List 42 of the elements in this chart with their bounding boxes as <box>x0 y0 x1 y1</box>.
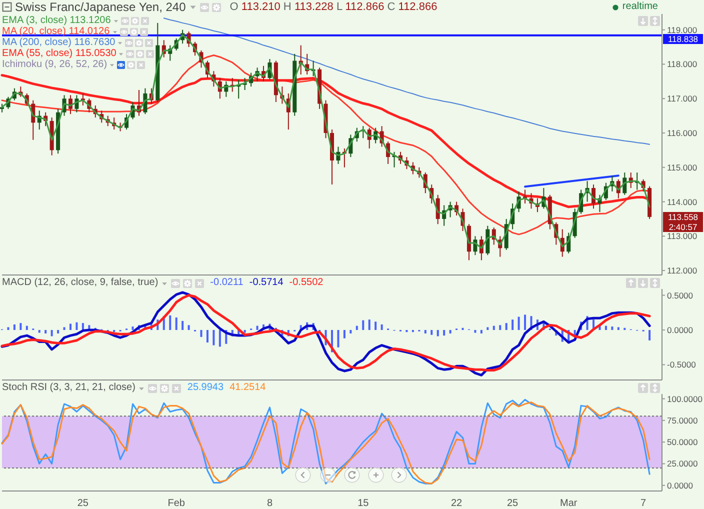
y-tick-label: 0.0000 <box>667 480 694 490</box>
ref-line-label: 118.838 <box>663 34 703 44</box>
x-tick-label: 25 <box>77 498 89 509</box>
annotation: Ichimoku (9, 26, 52, 26) <box>2 59 108 70</box>
y-tick-label: 115.000 <box>667 162 698 172</box>
y-tick-label: 0.0000 <box>667 325 694 335</box>
chart-title: MACD (12, 26, close, 9, false, true) <box>2 277 158 289</box>
text: realtime <box>622 1 658 13</box>
text: 2:40:57 <box>663 222 703 232</box>
x-tick-label: 8 <box>266 498 273 509</box>
text: EMA (3, close) 113.1206 <box>2 15 111 26</box>
y-tick-label: 112.000 <box>667 266 698 276</box>
chart-title: Stoch RSI (3, 3, 21, 21, close) <box>2 382 136 394</box>
y-tick-label: 100.0000 <box>667 394 703 404</box>
y-tick-label: -0.5000 <box>667 360 696 370</box>
text: MA (200, close) 116.7630 <box>2 37 116 48</box>
text: 113.558 <box>663 212 703 222</box>
x-tick-label: 7 <box>640 498 647 509</box>
chart-title: Swiss Franc/Japanese Yen, 240 <box>15 0 186 14</box>
y-tick-label: 116.000 <box>667 128 698 138</box>
y-tick-label: 117.000 <box>667 94 698 104</box>
text: 41.2514 <box>230 382 266 394</box>
y-tick-label: 75.0000 <box>667 415 698 426</box>
x-tick-label: 25 <box>507 498 519 509</box>
series-label: EMA (55, close) 115.0530 <box>2 48 116 59</box>
series-label: 25.9943 <box>187 382 224 394</box>
y-tick-label: 113.000 <box>667 231 698 242</box>
y-tick-label: 50.0000 <box>667 437 698 448</box>
y-tick-label: 119.000 <box>667 24 698 35</box>
text: -0.5502 <box>289 277 324 289</box>
text: MA (20, close) 114.0126 <box>2 26 110 37</box>
y-tick-label: 0.5000 <box>667 290 694 300</box>
text: -0.0211 <box>210 277 244 289</box>
chart-subtitle: O 113.210 H 113.228 L 112.866 C 112.866 <box>230 1 438 13</box>
x-tick-label: 22 <box>450 498 463 509</box>
x-tick-label: 15 <box>358 498 370 509</box>
x-tick-label: Mar <box>560 498 578 509</box>
y-tick-label: 25.0000 <box>667 458 698 469</box>
x-tick-label: Feb <box>168 498 186 509</box>
y-tick-label: 114.000 <box>667 196 698 207</box>
text: -0.5714 <box>249 277 284 289</box>
y-tick-label: 118.000 <box>667 59 698 70</box>
